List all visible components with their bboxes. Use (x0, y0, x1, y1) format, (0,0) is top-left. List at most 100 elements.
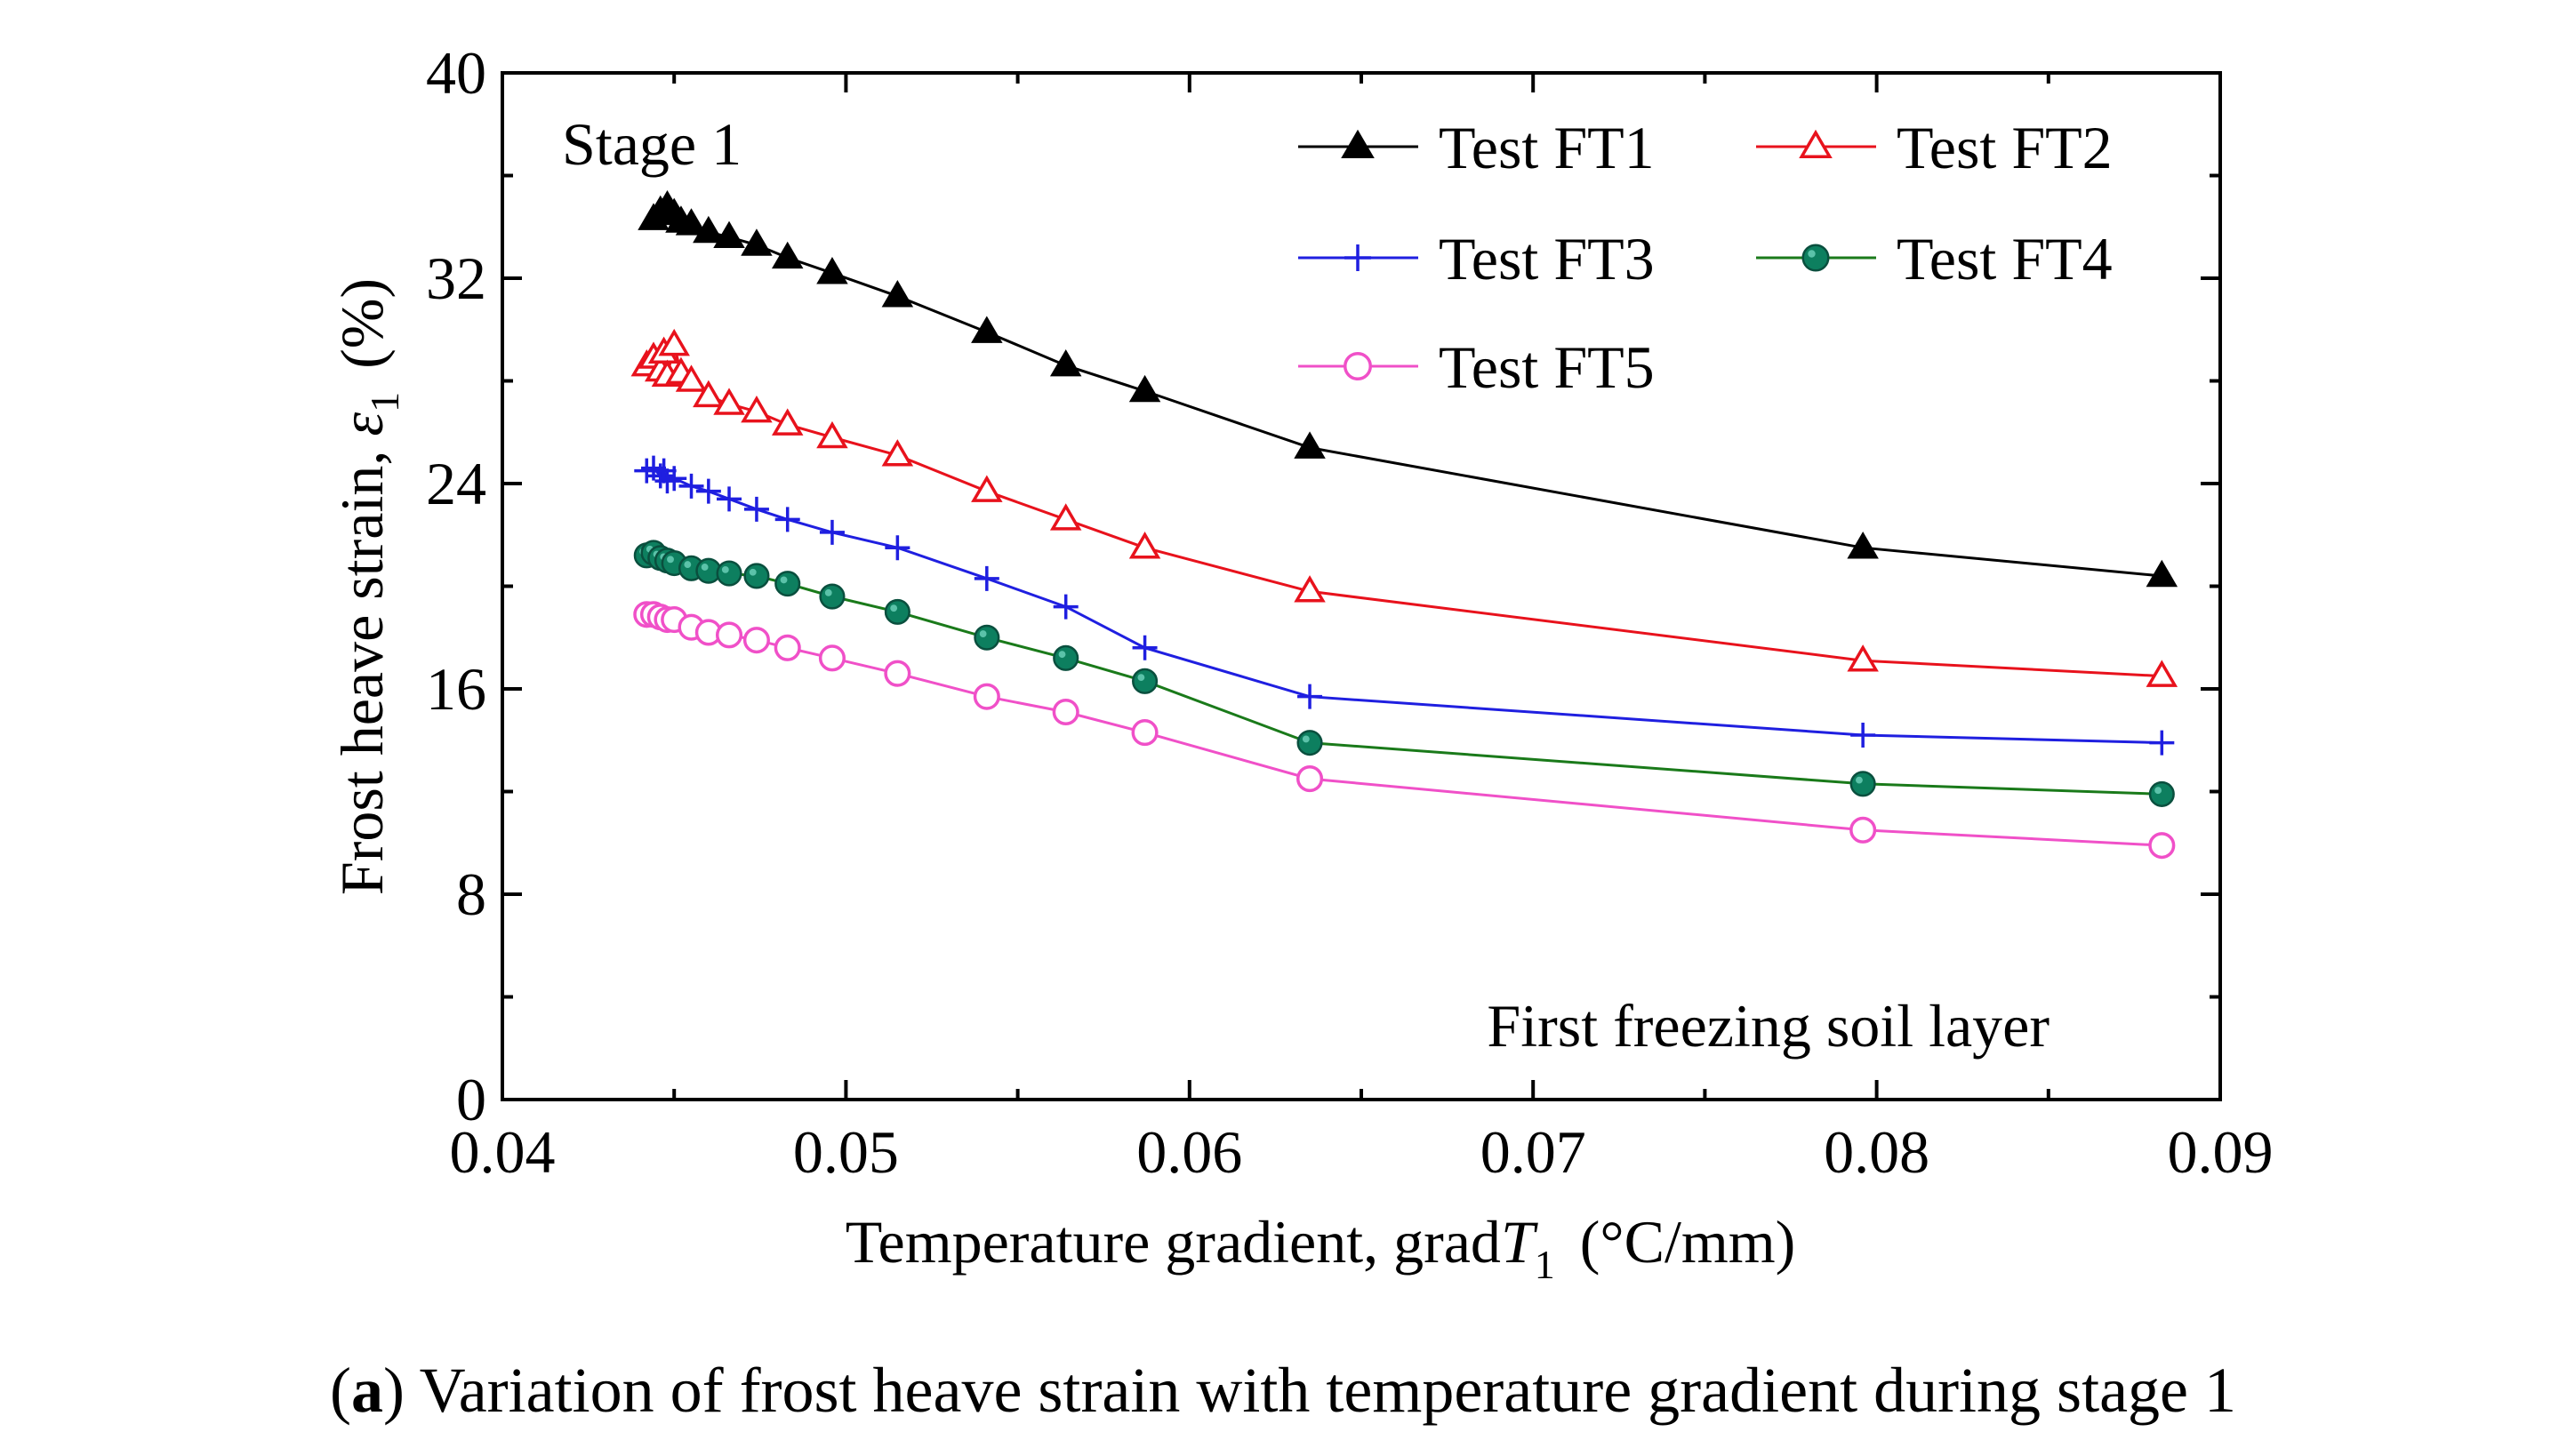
y-tick-label: 40 (426, 39, 486, 107)
data-point (774, 634, 801, 661)
y-axis-title-unit: (%) (328, 278, 396, 369)
data-point (1131, 719, 1159, 747)
series-test-ft3 (634, 455, 2175, 756)
series-line (646, 612, 2162, 847)
data-point (1294, 575, 1326, 603)
data-point-highlight (780, 576, 788, 584)
data-point (885, 535, 910, 561)
x-axis-title-unit: (°C/mm) (1580, 1208, 1796, 1276)
data-point (1132, 668, 1159, 694)
series-test-ft2 (630, 328, 2178, 687)
series-line (646, 551, 2162, 796)
x-tick-label: 0.05 (793, 1118, 899, 1186)
data-point (715, 621, 743, 649)
data-point-highlight (1302, 735, 1310, 743)
data-point (1132, 635, 1158, 660)
legend-item: Test FT2 (1756, 114, 2113, 181)
data-point (884, 598, 910, 625)
data-point (675, 208, 708, 236)
legend-label: Test FT1 (1439, 114, 1655, 181)
data-point (1341, 129, 1375, 158)
data-point (1344, 244, 1371, 271)
data-point-highlight (721, 565, 729, 573)
x-axis-title: Temperature gradient, gradT1 (°C/mm) (846, 1208, 1796, 1287)
data-point (881, 280, 914, 308)
legend-label: Test FT2 (1897, 114, 2113, 181)
data-point (818, 644, 846, 672)
data-point (716, 560, 742, 587)
data-point-highlight (979, 630, 987, 637)
data-point-highlight (1058, 651, 1066, 659)
data-point (1296, 765, 1324, 793)
caption-text: Variation of frost heave strain with tem… (420, 1355, 2236, 1426)
data-point (675, 364, 708, 392)
data-point (713, 388, 745, 415)
data-point (819, 519, 845, 545)
annotation-layer: First freezing soil layer (1487, 992, 2050, 1060)
data-point (1128, 374, 1161, 403)
data-point (1128, 532, 1161, 559)
data-point (717, 486, 742, 512)
series-line (646, 344, 2162, 678)
data-point (771, 408, 804, 436)
data-point (816, 420, 848, 449)
data-point (1053, 644, 1079, 671)
y-tick-label: 16 (426, 655, 486, 723)
data-point-highlight (2154, 787, 2162, 795)
data-point (678, 473, 704, 499)
axis-ticks: 0.04 0.05 0.06 0.07 0.08 0.09 0 8 16 24 32 40 (426, 39, 2274, 1186)
legend-item: Test FT3 (1298, 225, 1655, 292)
x-axis-title-symbol: T (1501, 1208, 1538, 1276)
data-point (713, 220, 745, 249)
figure-caption: (a) Variation of frost heave strain with… (330, 1355, 2236, 1426)
data-point (974, 565, 999, 591)
y-tick-label: 24 (426, 450, 486, 517)
data-point (1297, 684, 1323, 709)
data-point-highlight (1808, 250, 1816, 258)
data-point-highlight (1137, 674, 1145, 682)
x-axis-title-text: Temperature gradient, grad (846, 1208, 1501, 1276)
data-point (774, 571, 801, 597)
series-test-ft4 (633, 540, 2175, 807)
data-point (881, 439, 914, 467)
data-point (771, 241, 804, 269)
data-point (1052, 698, 1079, 726)
data-point (1849, 816, 1877, 844)
data-point-highlight (824, 588, 832, 596)
y-tick-label: 0 (456, 1066, 486, 1133)
series-test-ft1 (638, 189, 2178, 588)
data-point (819, 583, 846, 610)
data-point-highlight (890, 604, 898, 612)
data-point (974, 624, 1000, 651)
data-point-highlight (1856, 776, 1863, 784)
data-point (1053, 594, 1079, 620)
data-point (971, 475, 1003, 502)
data-point (1847, 532, 1879, 559)
data-point (658, 328, 690, 356)
data-point (2146, 559, 2178, 588)
data-point (743, 563, 770, 589)
data-point (1344, 352, 1372, 380)
data-point (693, 215, 725, 244)
series-layer (630, 189, 2178, 860)
x-tick-label: 0.04 (450, 1118, 556, 1186)
legend-label: Test FT3 (1439, 225, 1655, 292)
x-tick-label: 0.09 (2168, 1118, 2274, 1186)
legend-item: Test FT5 (1298, 333, 1655, 401)
data-point (693, 380, 725, 408)
data-point-highlight (684, 561, 692, 569)
y-axis-title-text: Frost heave strain, (328, 451, 396, 895)
data-point (2148, 832, 2176, 860)
data-point (695, 478, 721, 504)
data-point (741, 228, 773, 256)
data-point (2148, 780, 2175, 807)
data-point (1850, 722, 1876, 748)
data-point (973, 683, 1000, 710)
x-tick-label: 0.06 (1136, 1118, 1242, 1186)
data-point (2146, 660, 2178, 687)
data-point (971, 316, 1003, 343)
data-point (1849, 771, 1876, 797)
y-axis-title-symbol: ε (328, 412, 396, 436)
legend-item: Test FT4 (1756, 225, 2113, 292)
